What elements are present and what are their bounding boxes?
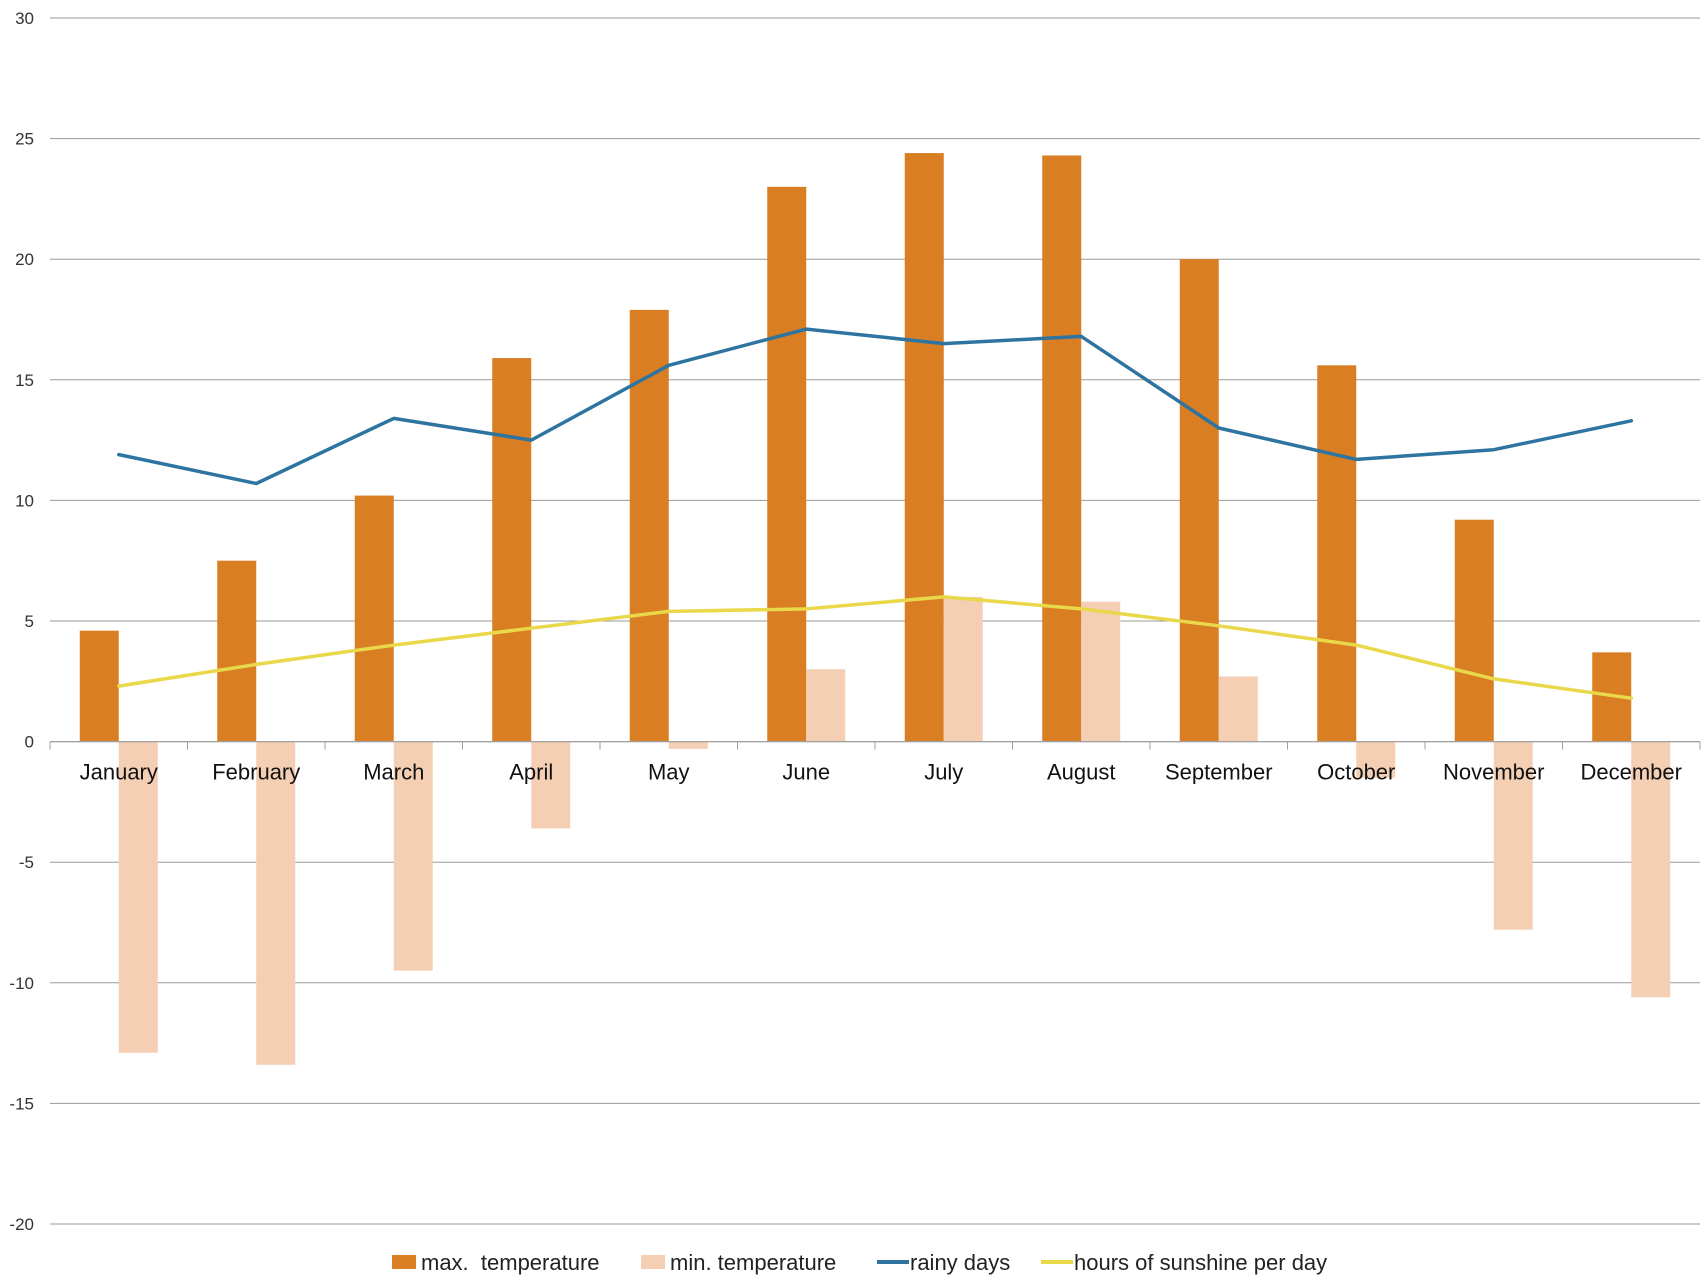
min-temperature-bar [668,741,708,749]
y-axis-ticks: 30 25 20 15 10 5 0 -5 -10 -15 -20 [9,9,34,1234]
x-tick-label: April [509,760,553,785]
x-tick-label: November [1443,760,1544,785]
x-tick-label: September [1165,760,1273,785]
max-temperature-bar [1317,365,1357,742]
lines [117,327,1634,700]
x-tick-label: February [212,760,300,785]
min-temperature-bar [1631,741,1671,998]
x-axis-ticks: January February March April May June July Augu… [80,760,1682,785]
max-temperature-bar [767,186,807,742]
min-temperature-bar [393,741,433,971]
x-tick-label: December [1581,760,1682,785]
max-temperature-bar [354,495,394,742]
min-temperature-bar [806,669,846,742]
max-temperature-bar [492,358,532,742]
legend-min-temperature-swatch [641,1255,665,1269]
y-tick-label: 0 [25,733,34,752]
y-tick-label: -20 [9,1215,34,1234]
max-temperature-bar [1179,259,1219,742]
legend-max-temperature-swatch [392,1255,416,1269]
y-tick-label: -15 [9,1094,34,1113]
legend-max-temperature-label: max. temperature [421,1250,600,1275]
y-tick-label: 10 [15,491,34,510]
rainy-days-line [117,327,1634,486]
max-temperature-bar [1042,155,1082,742]
min-temperature-bar [1218,676,1258,742]
x-tick-label: May [648,760,690,785]
min-temperature-bar [943,596,983,742]
min-temperature-bar [531,741,571,829]
x-tick-label: March [363,760,424,785]
min-temperature-bar [256,741,296,1065]
y-tick-label: -5 [19,853,34,872]
min-temperature-bar [1356,741,1396,778]
max-temperature-bar [1454,519,1494,742]
y-tick-label: -10 [9,974,34,993]
y-tick-label: 5 [25,612,34,631]
y-tick-label: 30 [15,9,34,28]
legend-rainy-days-label: rainy days [910,1250,1010,1275]
x-tick-label: August [1047,760,1116,785]
legend-sunshine-hours-label: hours of sunshine per day [1074,1250,1327,1275]
x-tick-label: July [924,760,963,785]
sunshine-hours-line [117,595,1634,700]
legend: max. temperature min. temperature rainy da… [392,1250,1327,1275]
min-temperature-bar [118,741,158,1053]
bars [79,153,1671,1065]
max-temperature-bar [904,153,944,742]
x-tick-label: October [1317,760,1395,785]
x-axis [49,740,1701,750]
max-temperature-bar [217,560,257,742]
gridlines [50,17,1700,1225]
min-temperature-bar [1493,741,1533,930]
y-tick-label: 20 [15,250,34,269]
max-temperature-bar [79,630,119,742]
x-tick-label: January [80,760,158,785]
min-temperature-bar [1081,601,1121,742]
y-tick-label: 25 [15,130,34,149]
x-tick-label: June [782,760,830,785]
legend-min-temperature-label: min. temperature [670,1250,836,1275]
y-tick-label: 15 [15,371,34,390]
